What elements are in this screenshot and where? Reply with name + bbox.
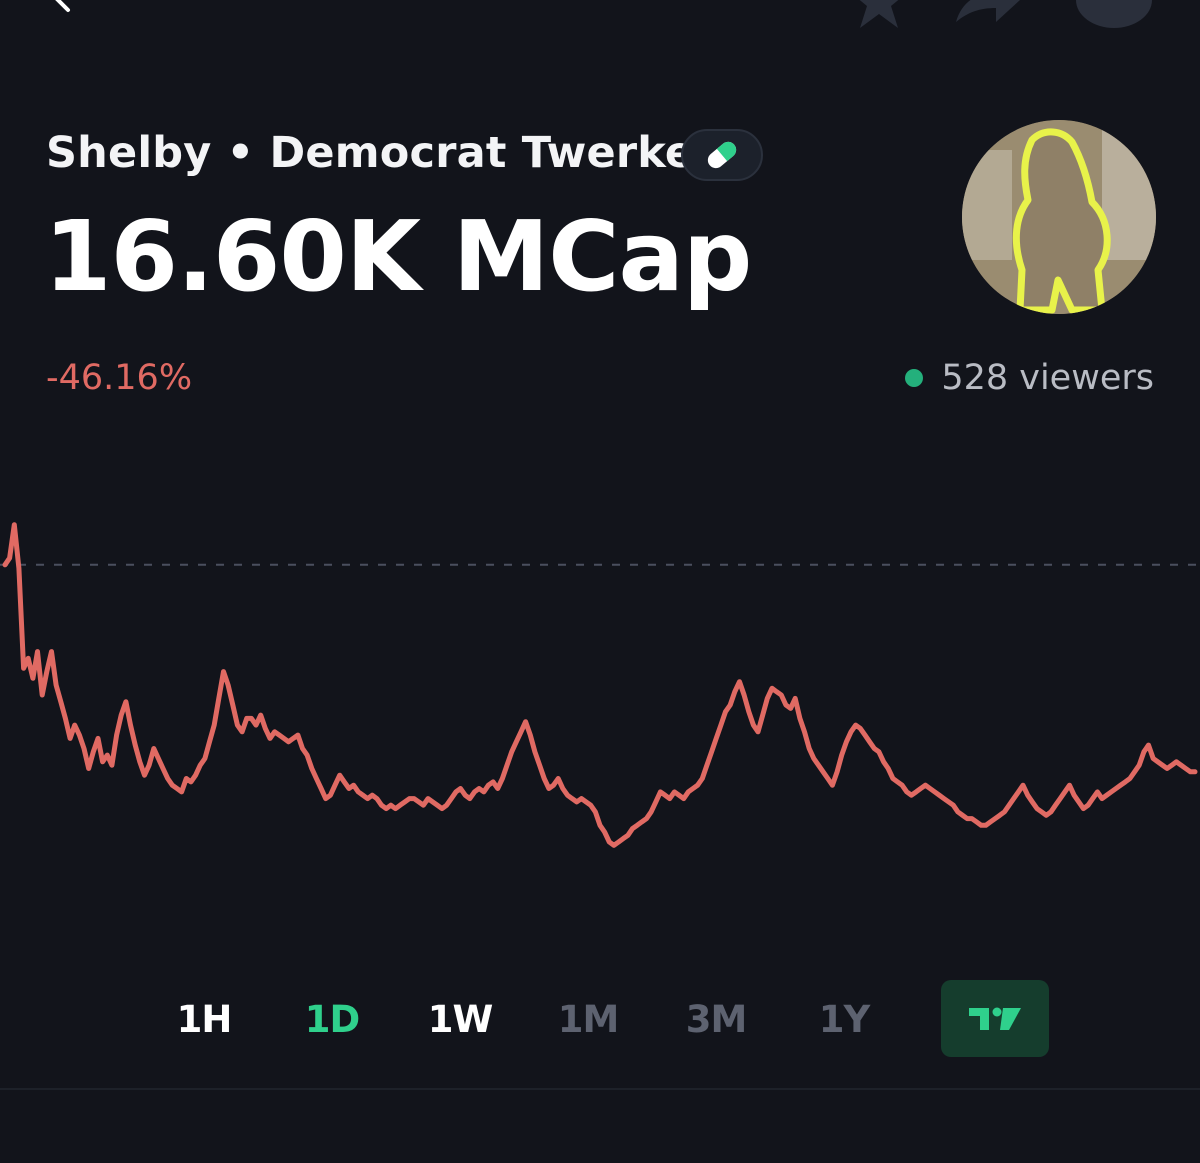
price-line-series <box>2 522 1198 848</box>
token-name: Shelby <box>46 128 212 178</box>
top-bar <box>0 0 1200 40</box>
market-cap-value: 16.60K MCap <box>44 200 752 313</box>
pill-icon <box>707 141 737 169</box>
live-dot-icon <box>905 369 924 387</box>
star-icon[interactable] <box>848 0 910 30</box>
divider <box>0 1088 1200 1090</box>
title-separator: • <box>226 128 255 178</box>
tradingview-button[interactable] <box>941 980 1049 1057</box>
tradingview-icon <box>969 1007 1021 1030</box>
timeframe-1y[interactable]: 1Y <box>818 997 871 1041</box>
timeframe-1w[interactable]: 1W <box>427 997 494 1041</box>
avatar-image <box>962 120 1156 314</box>
token-subtitle: Democrat Twerker <box>269 128 716 178</box>
chevron-left-icon[interactable] <box>44 0 84 18</box>
viewers-count: 528 viewers <box>941 358 1154 398</box>
token-title: Shelby • Democrat Twerker <box>46 128 716 178</box>
profile-button[interactable] <box>1076 0 1152 28</box>
timeframe-1m[interactable]: 1M <box>557 997 620 1041</box>
token-avatar[interactable] <box>962 120 1156 314</box>
timeframe-1h[interactable]: 1H <box>176 997 233 1041</box>
price-chart[interactable] <box>0 500 1200 900</box>
price-change-percent: -46.16% <box>46 358 193 398</box>
timeframe-1d[interactable]: 1D <box>304 997 360 1041</box>
timeframe-selector: 1H 1D 1W 1M 3M 1Y <box>140 980 1060 1058</box>
pill-badge[interactable] <box>681 129 763 181</box>
share-icon[interactable] <box>952 0 1022 30</box>
timeframe-3m[interactable]: 3M <box>685 997 748 1041</box>
viewers-indicator: 528 viewers <box>905 358 1154 398</box>
